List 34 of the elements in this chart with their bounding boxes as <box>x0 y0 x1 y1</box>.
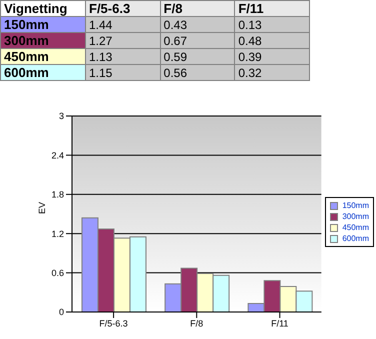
data-label: 0.59 <box>160 48 235 64</box>
data-label: 0.13 <box>234 16 310 32</box>
data-label: 0.39 <box>234 48 310 64</box>
x-tick-label: F/8 <box>190 318 204 328</box>
category-label: F/8 <box>164 1 182 16</box>
y-tick-label: 0 <box>58 307 64 318</box>
data-label: 0.67 <box>160 32 235 48</box>
data-label: 1.44 <box>86 16 160 32</box>
legend-label: 450mm <box>342 222 369 233</box>
data-label: 1.15 <box>86 64 160 80</box>
legend-label: 150mm <box>342 200 369 211</box>
x-tick-label: F/5-6.3 <box>99 318 128 328</box>
data-label: 0.56 <box>160 64 235 80</box>
text: 600mm <box>4 65 49 80</box>
data-label: 1.27 <box>86 32 160 48</box>
chart-title: Vignetting <box>0 0 86 16</box>
x-tick-label: F/11 <box>271 318 288 328</box>
y-tick-label: 1.8 <box>51 190 64 200</box>
y-tick-label: 1.2 <box>51 228 64 239</box>
y-tick-label: 2.4 <box>51 150 64 160</box>
data-label: 0.32 <box>234 64 310 80</box>
y-axis-title: EV <box>37 202 48 214</box>
text: 300mm <box>4 33 49 48</box>
y-tick-label: 3 <box>58 111 64 122</box>
data-label: 0.48 <box>234 32 310 48</box>
legend-label: 300mm <box>342 211 369 222</box>
category-label: F/5-6.3 <box>89 1 130 16</box>
data-label: 0.43 <box>160 16 235 32</box>
text: 450mm <box>4 49 49 64</box>
data-label: 1.13 <box>86 48 160 64</box>
text: 150mm <box>4 17 49 32</box>
y-tick-label: 0.6 <box>51 268 64 278</box>
category-label: F/11 <box>238 1 264 16</box>
legend-label: 600mm <box>342 233 369 244</box>
